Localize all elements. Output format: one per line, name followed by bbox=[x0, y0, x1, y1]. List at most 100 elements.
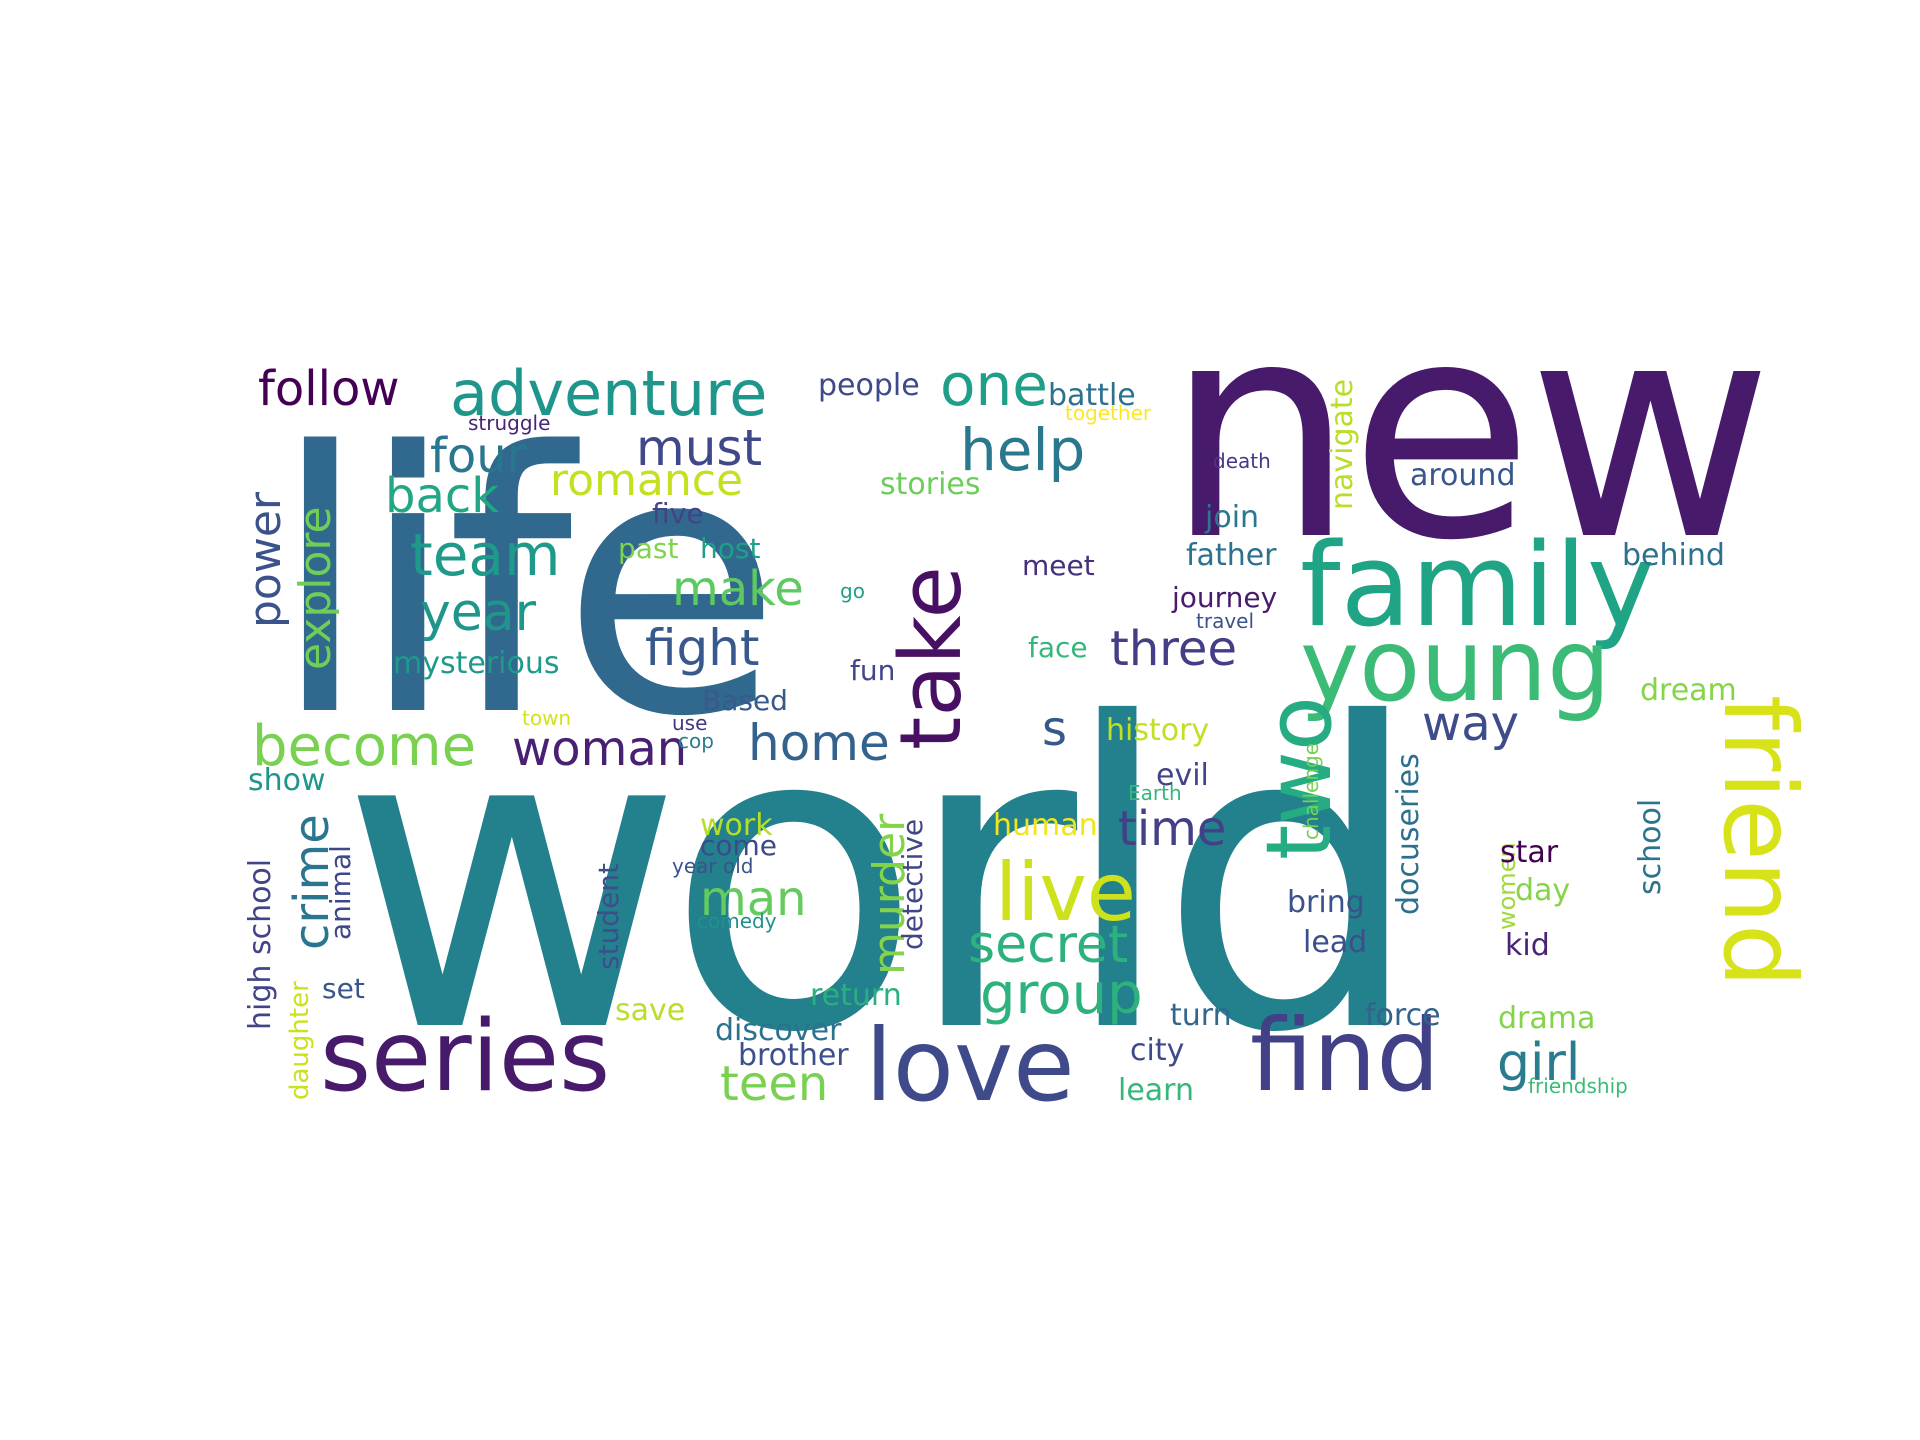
word-turn: turn bbox=[1170, 998, 1232, 1033]
word-high-school: high school bbox=[243, 859, 278, 1030]
word-secret: secret bbox=[968, 915, 1128, 975]
word-set: set bbox=[322, 972, 365, 1005]
word-life: life bbox=[270, 376, 770, 795]
word-student: student bbox=[592, 863, 625, 970]
word-town: town bbox=[522, 706, 571, 730]
word-behind: behind bbox=[1622, 538, 1725, 573]
word-history: history bbox=[1106, 713, 1209, 748]
word-stories: stories bbox=[880, 467, 981, 502]
word-come: come bbox=[700, 829, 777, 862]
word-time: time bbox=[1118, 801, 1226, 857]
word-women: women bbox=[1493, 842, 1521, 930]
word-force: force bbox=[1365, 998, 1441, 1033]
word-young: young bbox=[1300, 607, 1611, 724]
word-lead: lead bbox=[1303, 925, 1367, 960]
word-five: five bbox=[652, 497, 703, 530]
word-make: make bbox=[672, 561, 804, 617]
word-human: human bbox=[993, 808, 1098, 843]
word-mysterious: mysterious bbox=[393, 646, 560, 681]
word-evil: evil bbox=[1156, 758, 1209, 793]
word-city: city bbox=[1130, 1033, 1184, 1068]
word-woman: woman bbox=[512, 721, 687, 777]
word-murder: murder bbox=[864, 813, 915, 975]
word-live: live bbox=[995, 846, 1136, 939]
word-learn: learn bbox=[1118, 1073, 1194, 1108]
word-series: series bbox=[320, 1000, 610, 1114]
word-host: host bbox=[700, 532, 760, 565]
word-school: school bbox=[1633, 799, 1668, 895]
word-together: together bbox=[1065, 401, 1152, 425]
word-three: three bbox=[1110, 621, 1237, 677]
word-save: save bbox=[615, 993, 685, 1028]
word-find: find bbox=[1250, 997, 1440, 1114]
word-past: past bbox=[618, 532, 679, 565]
word-dream: dream bbox=[1640, 673, 1737, 708]
word-take: take bbox=[882, 566, 981, 750]
word-people: people bbox=[818, 368, 920, 403]
word-one: one bbox=[940, 351, 1048, 419]
word-around: around bbox=[1410, 458, 1515, 493]
word-new: new bbox=[1165, 257, 1767, 606]
word-follow: follow bbox=[258, 361, 400, 417]
word-help: help bbox=[960, 416, 1085, 484]
word-fun: fun bbox=[850, 654, 895, 687]
word-year-old: year old bbox=[672, 854, 753, 878]
word-journey: journey bbox=[1171, 581, 1277, 614]
word-must: must bbox=[636, 419, 762, 477]
word-family: family bbox=[1300, 519, 1655, 653]
word-friendship: friendship bbox=[1528, 1074, 1628, 1098]
word-daughter: daughter bbox=[285, 981, 315, 1100]
word-animal: animal bbox=[324, 845, 357, 940]
word-comedy: comedy bbox=[697, 909, 777, 933]
word-four: four bbox=[430, 428, 527, 484]
word-man: man bbox=[700, 871, 807, 927]
word-travel: travel bbox=[1196, 609, 1254, 633]
word-return: return bbox=[810, 978, 902, 1013]
word-detective: detective bbox=[896, 819, 929, 950]
word-earth: Earth bbox=[1128, 781, 1182, 805]
word-bring: bring bbox=[1287, 885, 1365, 920]
word-way: way bbox=[1422, 696, 1519, 752]
word-use: use bbox=[672, 711, 707, 735]
word-home: home bbox=[748, 714, 890, 772]
word-battle: battle bbox=[1048, 378, 1136, 413]
word-s: s bbox=[1042, 701, 1067, 757]
word-kid: kid bbox=[1505, 928, 1550, 963]
word-group: group bbox=[980, 962, 1143, 1027]
word-team: team bbox=[410, 521, 560, 589]
word-struggle: struggle bbox=[468, 411, 550, 435]
word-death: death bbox=[1213, 449, 1271, 473]
word-star: star bbox=[1500, 835, 1559, 870]
word-girl: girl bbox=[1497, 1033, 1580, 1093]
word-face: face bbox=[1028, 631, 1088, 664]
word-explore: explore bbox=[290, 506, 341, 670]
word-cop: cop bbox=[678, 729, 714, 753]
word-meet: meet bbox=[1022, 549, 1095, 582]
word-father: father bbox=[1186, 538, 1277, 573]
word-docuseries: docuseries bbox=[1391, 753, 1426, 915]
word-drama: drama bbox=[1498, 1001, 1595, 1036]
word-back: back bbox=[385, 468, 499, 524]
word-romance: romance bbox=[550, 455, 743, 506]
word-work: work bbox=[700, 808, 773, 843]
word-year: year bbox=[420, 583, 537, 643]
word-two: two bbox=[1247, 696, 1352, 860]
word-based: Based bbox=[702, 684, 788, 717]
word-world: world bbox=[340, 636, 1406, 1125]
word-discover: discover bbox=[715, 1013, 842, 1048]
word-day: day bbox=[1515, 873, 1570, 908]
word-love: love bbox=[865, 1007, 1075, 1124]
word-brother: brother bbox=[738, 1038, 849, 1073]
word-power: power bbox=[240, 491, 291, 628]
word-teen: teen bbox=[720, 1056, 828, 1112]
word-become: become bbox=[252, 714, 476, 779]
word-show: show bbox=[248, 763, 326, 798]
word-adventure: adventure bbox=[450, 357, 767, 430]
word-go: go bbox=[840, 579, 865, 603]
word-challenge: challenge bbox=[1299, 743, 1323, 840]
word-crime: crime bbox=[284, 814, 340, 950]
word-navigate: navigate bbox=[1325, 379, 1360, 510]
word-fight: fight bbox=[645, 619, 760, 677]
word-friend: friend bbox=[1701, 695, 1818, 987]
